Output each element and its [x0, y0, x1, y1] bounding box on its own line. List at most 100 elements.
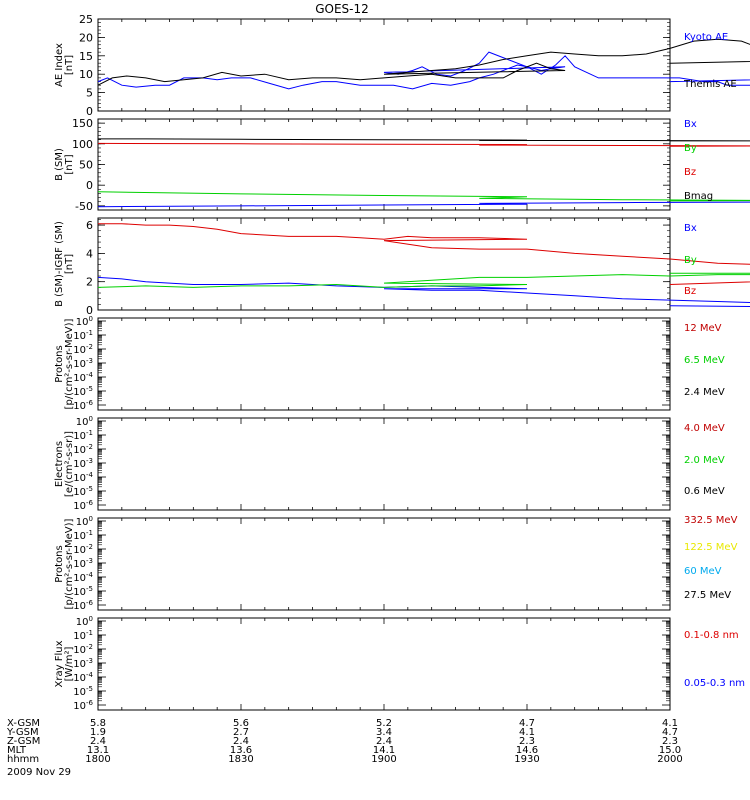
ephemeris-value: 13.1 [87, 745, 109, 756]
series-line-bz [98, 223, 750, 285]
ephemeris-value: 1900 [371, 754, 396, 765]
series-line-bz [97, 142, 750, 147]
ephemeris-value: 5.2 [376, 718, 392, 729]
y-tick-exponent: -3 [86, 357, 93, 365]
y-tick-base: 10 [73, 387, 86, 398]
ephemeris-value: 2.3 [662, 736, 678, 747]
y-axis-unit: [p/(cm²-s-sr-MeV)] [64, 318, 75, 409]
y-axis-unit: [W/m²] [64, 646, 75, 681]
y-tick-base: 10 [73, 601, 86, 612]
y-tick-exponent: -2 [86, 343, 93, 351]
legend-label: 0.1-0.8 nm [684, 630, 739, 641]
y-tick-label: 10-6 [73, 699, 93, 712]
y-tick-label: 10-6 [73, 499, 93, 512]
y-tick-base: 10 [73, 373, 86, 384]
y-tick-label: 10-2 [73, 443, 93, 456]
y-tick-exponent: -1 [86, 629, 93, 637]
y-tick-label: 10-3 [73, 557, 93, 570]
y-tick-exponent: -3 [86, 557, 93, 565]
y-tick-label: 10-6 [73, 599, 93, 612]
y-tick-exponent: -6 [86, 399, 94, 407]
panel-frame [97, 617, 671, 711]
y-tick-exponent: -6 [86, 499, 94, 507]
series-line-by [97, 272, 750, 288]
ephemeris-row-label: hhmm [7, 754, 39, 765]
y-tick-exponent: -3 [86, 457, 93, 465]
y-tick-exponent: -1 [86, 329, 93, 337]
y-tick-base: 10 [73, 431, 86, 442]
ephemeris-value: 2.3 [519, 736, 535, 747]
y-tick-label: 100 [76, 315, 93, 328]
y-tick-label: 100 [76, 615, 93, 628]
ephemeris-value: 1930 [514, 754, 539, 765]
y-axis-label: B (SM)-IGRF (SM) [54, 221, 65, 307]
y-tick-label: 10-2 [73, 343, 93, 356]
y-tick-label: 4 [86, 247, 93, 260]
y-tick-label: 10-5 [73, 385, 93, 398]
y-tick-label: 10-1 [73, 329, 93, 342]
y-tick-exponent: -5 [86, 585, 93, 593]
x-axis-ephemeris-table: X-GSM 5.8 5.6 5.2 4.7 4.1Y-GSM 1.9 2.7 3.4 4.1 4.7… [6, 718, 683, 778]
y-tick-label: 20 [79, 31, 93, 44]
y-tick-base: 10 [73, 631, 86, 642]
legend-label: Bz [684, 167, 696, 178]
y-tick-exponent: -6 [86, 699, 94, 707]
y-tick-base: 10 [73, 701, 86, 712]
panel-bfield: -50 0 50 100 150 B (SM) [nT] Bx By Bz Bmag [54, 117, 750, 213]
date-label: 2009 Nov 29 [7, 767, 71, 778]
y-tick-label: 10-6 [73, 399, 93, 412]
ephemeris-value: 2.7 [233, 727, 249, 738]
y-tick-label: 10 [79, 68, 93, 81]
ephemeris-value: 3.4 [376, 727, 392, 738]
y-tick-label: 10-3 [73, 657, 93, 670]
legend-label: By [684, 143, 697, 154]
y-tick-exponent: -5 [86, 685, 93, 693]
y-tick-base: 10 [73, 531, 86, 542]
y-axis-label: Xray Flux [54, 640, 65, 687]
y-tick-base: 10 [73, 359, 86, 370]
legend-label: Bz [684, 286, 696, 297]
y-tick-label: 0 [86, 179, 93, 192]
legend-label: 332.5 MeV [684, 515, 738, 526]
y-tick-exponent: -4 [86, 671, 94, 679]
y-tick-label: 0 [86, 105, 93, 118]
legend-label: 0.6 MeV [684, 486, 725, 497]
legend-label: 4.0 MeV [684, 423, 725, 434]
y-axis-unit: [nT] [64, 55, 75, 75]
ephemeris-row-label: MLT [7, 745, 27, 756]
y-tick-base: 10 [76, 317, 89, 328]
ephemeris-row-label: X-GSM [7, 718, 40, 729]
series-line-bx [97, 201, 750, 208]
y-tick-label: 15 [79, 50, 93, 63]
y-axis-label: Protons [54, 545, 65, 582]
y-tick-label: 6 [86, 219, 93, 232]
y-tick-exponent: 0 [89, 515, 93, 523]
y-tick-exponent: -5 [86, 385, 93, 393]
legend-label: 12 MeV [684, 323, 722, 334]
y-tick-exponent: -1 [86, 529, 93, 537]
series-line-series-1 [97, 38, 750, 86]
legend-label: Themis AE [683, 79, 737, 90]
ephemeris-value: 4.7 [662, 727, 678, 738]
ephemeris-value: 1.9 [90, 727, 106, 738]
ephemeris-value: 4.1 [519, 727, 535, 738]
ephemeris-value: 4.1 [662, 718, 678, 729]
y-tick-label: 50 [79, 159, 93, 172]
legend-label: 60 MeV [684, 566, 722, 577]
y-tick-label: -50 [75, 200, 93, 213]
y-axis-unit: [nT] [64, 254, 75, 274]
y-tick-base: 10 [73, 545, 86, 556]
y-tick-base: 10 [73, 487, 86, 498]
y-tick-base: 10 [73, 459, 86, 470]
ephemeris-value: 1830 [228, 754, 253, 765]
y-tick-exponent: 0 [89, 615, 93, 623]
ephemeris-value: 13.6 [230, 745, 252, 756]
y-tick-base: 10 [73, 559, 86, 570]
y-tick-exponent: -6 [86, 599, 94, 607]
y-axis-unit: [nT] [64, 154, 75, 174]
panel-frame [97, 317, 671, 411]
y-tick-label: 100 [76, 515, 93, 528]
